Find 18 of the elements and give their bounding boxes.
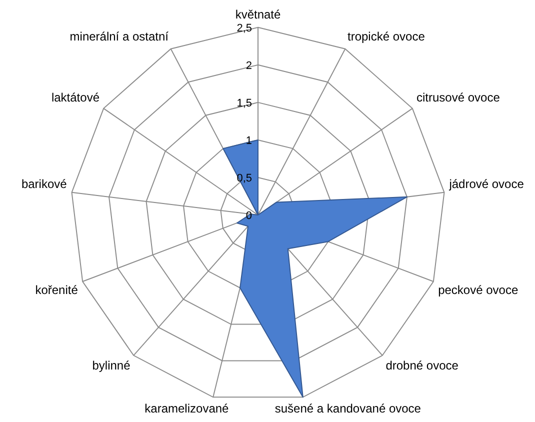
spoke-label: sušené a kandované ovoce	[274, 402, 422, 416]
spoke-label: peckové ovoce	[438, 282, 518, 297]
spoke-label: laktátové	[51, 90, 100, 105]
spoke-label: květnaté	[235, 8, 281, 22]
spoke-label: barikové	[21, 176, 68, 191]
y-tick-label: 0,5	[236, 172, 252, 185]
spoke-label: minerální a ostatní	[70, 30, 170, 44]
spoke-label: drobné ovoce	[386, 358, 459, 373]
y-tick-label: 2,5	[236, 22, 252, 34]
spoke-label: karamelizované	[144, 402, 230, 416]
y-tick-label: 0	[246, 210, 252, 222]
spoke-label: bylinné	[92, 358, 131, 373]
spoke-label: citrusové ovoce	[416, 90, 500, 105]
spoke-label: tropické ovoce	[348, 30, 426, 44]
y-tick-label: 1,5	[236, 97, 252, 110]
y-tick-label: 2	[246, 60, 252, 72]
spoke-label: jádrové ovoce	[448, 176, 524, 191]
spoke-label: kořenité	[35, 282, 78, 297]
